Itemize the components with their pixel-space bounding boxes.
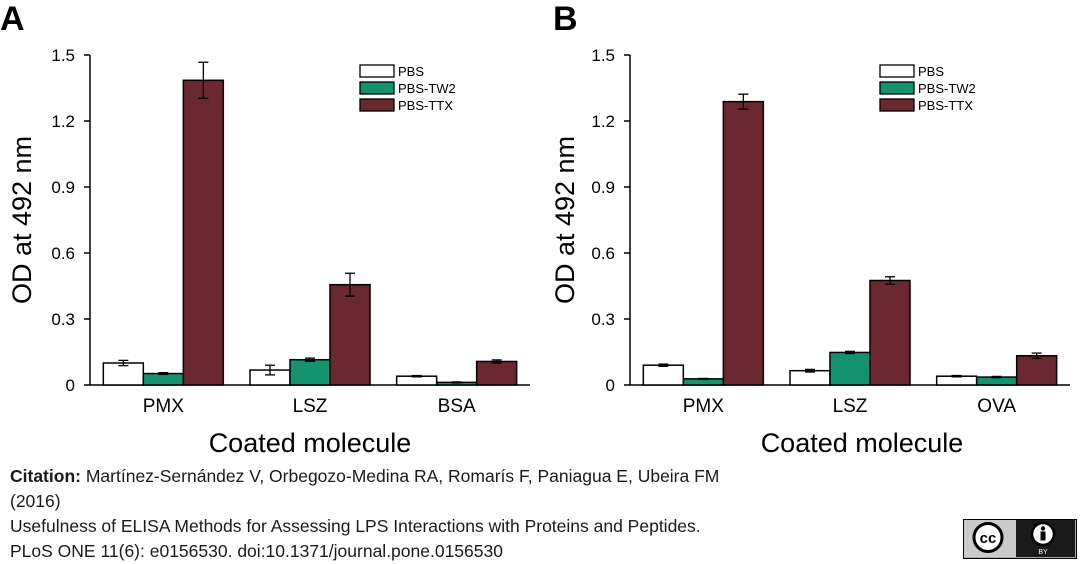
attribution-person-icon <box>1030 521 1056 547</box>
error-bar-pbs-tw2-pmx <box>158 372 169 376</box>
x-axis-label: Coated molecule <box>761 428 964 458</box>
citation-title: Usefulness of ELISA Methods for Assessin… <box>10 516 701 536</box>
y-tick-label: 0.3 <box>591 310 615 329</box>
legend-swatch-pbs-ttx <box>879 98 915 112</box>
y-tick-label: 0.3 <box>51 310 75 329</box>
error-bar-pbs-tw2-pmx <box>698 377 709 380</box>
panel-label: B <box>553 0 578 38</box>
y-tick-label: 0.9 <box>591 178 615 197</box>
x-axis-label: Coated molecule <box>209 428 412 458</box>
bar-pbs-ova <box>935 375 978 386</box>
bar-pbs-ttx-bsa <box>475 360 518 386</box>
error-bar-pbs-lsz <box>805 368 815 373</box>
bar-pbs-tw2-lsz <box>829 351 871 386</box>
legend: PBS PBS-TW2 PBS-TTX <box>359 64 456 113</box>
legend-swatch-pbs-ttx <box>359 98 395 112</box>
y-tick-label: 0.9 <box>51 178 75 197</box>
y-tick-label: 0 <box>606 376 615 395</box>
error-bar-pbs-tw2-lsz <box>845 350 855 355</box>
error-bar-pbs-bsa <box>411 374 422 378</box>
citation-year: (2016) <box>10 491 61 511</box>
x-tick-label: PMX <box>683 396 725 417</box>
error-bar-pbs-ttx-pmx <box>738 93 749 110</box>
bar-pbs-bsa <box>395 375 438 386</box>
chart-panel-b: B 0 0.3 0.6 0.9 1.2 1.5 OD at 492 nm PMX LSZ OVA Co… <box>550 0 1070 458</box>
by-label: BY <box>1038 549 1048 556</box>
legend-label: PBS <box>918 64 944 79</box>
bar-pbs-tw2-pmx <box>142 372 185 386</box>
chart-panel-a: A 0 0.3 0.6 0.9 1.2 1.5 OD at 492 nm PMX LSZ BSA Co… <box>0 0 530 458</box>
citation-label: Citation: <box>10 466 81 486</box>
legend-label: PBS-TW2 <box>398 81 456 96</box>
error-bar-pbs-ttx-ova <box>1031 352 1042 360</box>
y-tick-label: 1.5 <box>591 46 615 65</box>
x-tick-label: LSZ <box>293 396 328 417</box>
legend-swatch-pbs-tw2 <box>879 81 915 95</box>
creative-commons-icon: cc <box>972 522 1004 553</box>
bar-pbs-ttx-ova <box>1015 354 1058 386</box>
y-axis-label: OD at 492 nm <box>7 136 37 304</box>
error-bar-pbs-ttx-pmx <box>198 61 209 99</box>
error-bar-pbs-ova <box>951 374 962 378</box>
y-tick-label: 0.6 <box>51 244 75 263</box>
y-tick-label: 1.2 <box>591 112 615 131</box>
x-tick-label: PMX <box>143 396 185 417</box>
legend-label: PBS-TTX <box>398 98 453 113</box>
x-tick-label: LSZ <box>833 396 868 417</box>
error-bar-pbs-tw2-bsa <box>451 381 462 384</box>
y-axis-label: OD at 492 nm <box>550 136 580 304</box>
bar-pbs-ttx-pmx <box>722 100 765 386</box>
legend-swatch-pbs-tw2 <box>359 81 395 95</box>
legend-label: PBS-TW2 <box>918 81 976 96</box>
bar-pbs-tw2-lsz <box>289 358 331 386</box>
citation-block: Citation: Martínez-Sernández V, Orbegozo… <box>10 464 930 564</box>
error-bar-pbs-ttx-lsz <box>885 276 895 285</box>
error-bar-pbs-pmx <box>118 359 129 367</box>
legend-swatch-pbs <box>359 64 395 78</box>
bar-pbs-pmx <box>102 362 145 386</box>
bar-pbs-lsz <box>789 369 831 386</box>
bar-pbs-ttx-pmx <box>182 79 225 386</box>
svg-text:cc: cc <box>980 530 997 547</box>
y-tick-label: 0.6 <box>591 244 615 263</box>
citation-authors: Martínez-Sernández V, Orbegozo-Medina RA… <box>85 466 720 486</box>
panel-label: A <box>0 0 25 38</box>
y-tick-label: 0 <box>66 376 75 395</box>
legend: PBS PBS-TW2 PBS-TTX <box>879 64 976 113</box>
y-tick-label: 1.2 <box>51 112 75 131</box>
bar-pbs-pmx <box>642 364 685 386</box>
legend-label: PBS <box>398 64 424 79</box>
error-bar-pbs-tw2-lsz <box>305 357 315 362</box>
cc-by-license-badge[interactable]: cc BY <box>963 519 1077 559</box>
legend-swatch-pbs <box>879 64 915 78</box>
y-tick-label: 1.5 <box>51 46 75 65</box>
x-tick-label: OVA <box>977 396 1016 417</box>
figure: A 0 0.3 0.6 0.9 1.2 1.5 OD at 492 nm PMX LSZ BSA Co… <box>0 0 1070 458</box>
legend-label: PBS-TTX <box>918 98 973 113</box>
citation-journal: PLoS ONE 11(6): e0156530. doi:10.1371/jo… <box>10 541 503 561</box>
x-tick-label: BSA <box>438 396 476 417</box>
error-bar-pbs-ttx-bsa <box>491 359 502 364</box>
bar-pbs-ttx-lsz <box>869 279 911 386</box>
error-bar-pbs-pmx <box>658 363 669 367</box>
error-bar-pbs-tw2-ova <box>991 375 1002 379</box>
error-bar-pbs-ttx-lsz <box>345 272 355 297</box>
error-bar-pbs-lsz <box>265 364 275 376</box>
bar-pbs-ttx-lsz <box>329 283 371 386</box>
